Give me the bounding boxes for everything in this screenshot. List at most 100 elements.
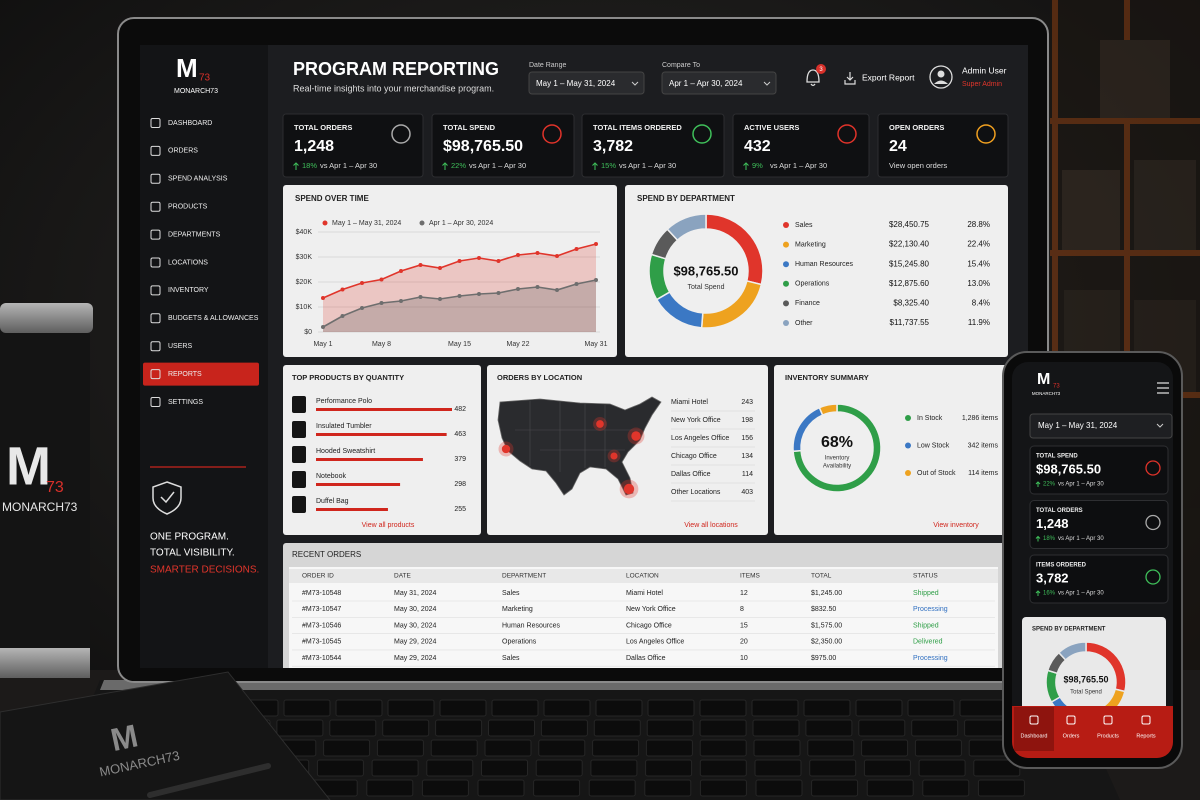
key — [316, 759, 364, 777]
legend-marker — [419, 220, 425, 226]
chevron — [1156, 423, 1164, 428]
nav-icon — [150, 285, 161, 296]
phone-card — [1029, 554, 1169, 604]
phone-nav-item[interactable]: Orders — [1063, 733, 1080, 739]
legend-marker — [905, 470, 911, 476]
point — [340, 314, 345, 318]
box — [1134, 160, 1196, 250]
badge-count: 3 — [819, 67, 823, 73]
product-thumb — [292, 446, 306, 463]
panel-link[interactable]: View all products — [362, 522, 415, 529]
point — [535, 285, 540, 289]
kpi-card — [282, 113, 424, 178]
nav-item[interactable]: DEPARTMENTS — [168, 231, 221, 238]
key — [387, 699, 435, 717]
date-value[interactable]: May 1 – May 31, 2024 — [536, 79, 616, 88]
bar — [316, 408, 452, 411]
key — [491, 699, 539, 717]
phone-date-select[interactable] — [1029, 413, 1173, 439]
phone-nav-item[interactable]: Reports — [1136, 733, 1156, 739]
shelf-post — [1124, 0, 1130, 680]
legend-label: May 1 – May 31, 2024 — [332, 220, 401, 227]
point — [496, 291, 501, 295]
nav-icon — [150, 229, 161, 240]
cell: #M73-10547 — [302, 606, 341, 613]
nav-item[interactable]: REPORTS — [168, 371, 202, 378]
kpi-card — [732, 113, 870, 178]
bar-value: 298 — [454, 481, 466, 488]
nav-item[interactable]: DASHBOARD — [168, 120, 212, 127]
area-fill — [323, 244, 596, 332]
point — [535, 251, 540, 255]
y-tick-label: $20K — [296, 279, 313, 286]
product-thumb — [292, 496, 306, 513]
location-dot — [631, 431, 641, 441]
compare-select[interactable] — [661, 71, 777, 95]
x-tick-label: May 31 — [585, 341, 608, 348]
tagline: SMARTER DECISIONS. — [150, 565, 259, 576]
point — [594, 278, 598, 282]
nav-item[interactable]: BUDGETS & ALLOWANCES — [168, 315, 259, 322]
key — [863, 759, 911, 777]
nav-item[interactable]: USERS — [168, 343, 192, 350]
kpi-note[interactable]: View open orders — [889, 161, 947, 170]
nav-item[interactable]: SPEND ANALYSIS — [168, 176, 228, 183]
nav-item[interactable]: SETTINGS — [168, 399, 203, 406]
field-label: Compare To — [662, 62, 700, 69]
legend-value: $8,325.40 — [893, 299, 929, 308]
phone-card-label: TOTAL SPEND — [1036, 454, 1078, 460]
key — [593, 719, 641, 737]
box — [1100, 40, 1170, 118]
logo-letter: M — [176, 53, 198, 83]
panel-title: SPEND BY DEPARTMENT — [637, 194, 735, 203]
sidebar — [140, 45, 268, 668]
legend-share: 28.8% — [967, 220, 990, 229]
key — [371, 759, 419, 777]
key — [588, 779, 636, 797]
page-subtitle: Real-time insights into your merchandise… — [293, 83, 494, 93]
kpi-change: 18% — [302, 161, 317, 170]
phone-nav-item[interactable]: Dashboard — [1021, 733, 1048, 739]
point — [360, 306, 364, 310]
panel-link[interactable]: View all locations — [684, 522, 738, 529]
legend-label: Sales — [795, 222, 813, 229]
export-icon[interactable] — [844, 72, 856, 85]
date-select[interactable] — [528, 71, 645, 95]
legend-value: 1,286 items — [962, 415, 999, 422]
up-arrow — [592, 162, 598, 170]
column-header: DATE — [394, 573, 412, 580]
menu-icon[interactable] — [1157, 382, 1169, 394]
point — [516, 287, 520, 291]
panel-link[interactable]: View inventory — [933, 522, 979, 529]
key — [811, 779, 859, 797]
status: Processing — [913, 655, 948, 662]
keyboard — [199, 699, 1025, 797]
key — [755, 779, 803, 797]
point — [555, 288, 559, 292]
phone-nav-item[interactable]: Products — [1097, 733, 1119, 739]
point — [555, 254, 559, 258]
key — [535, 759, 583, 777]
phone-date[interactable]: May 1 – May 31, 2024 — [1038, 421, 1118, 430]
cell: Marketing — [502, 606, 533, 613]
export-button[interactable]: Export Report — [862, 72, 915, 82]
nav-item[interactable]: LOCATIONS — [168, 259, 208, 266]
point — [516, 253, 520, 257]
avatar[interactable] — [929, 65, 953, 89]
phone-nav-icon — [1029, 715, 1039, 725]
bar-value: 379 — [454, 456, 466, 463]
nav-item[interactable]: INVENTORY — [168, 287, 209, 294]
user-name: Admin User — [962, 65, 1007, 75]
key — [753, 739, 801, 757]
key — [855, 699, 903, 717]
bell-icon[interactable] — [806, 69, 820, 87]
nav-item[interactable]: PRODUCTS — [168, 204, 208, 211]
bar-value: 255 — [454, 506, 466, 513]
nav-item[interactable]: ORDERS — [168, 148, 198, 155]
location-value: 156 — [741, 435, 753, 442]
compare-value[interactable]: Apr 1 – Apr 30, 2024 — [669, 79, 743, 88]
phone-card-label: TOTAL ORDERS — [1036, 508, 1083, 514]
key — [918, 759, 966, 777]
phone-card-value: 3,782 — [1036, 570, 1069, 585]
key — [382, 719, 430, 737]
